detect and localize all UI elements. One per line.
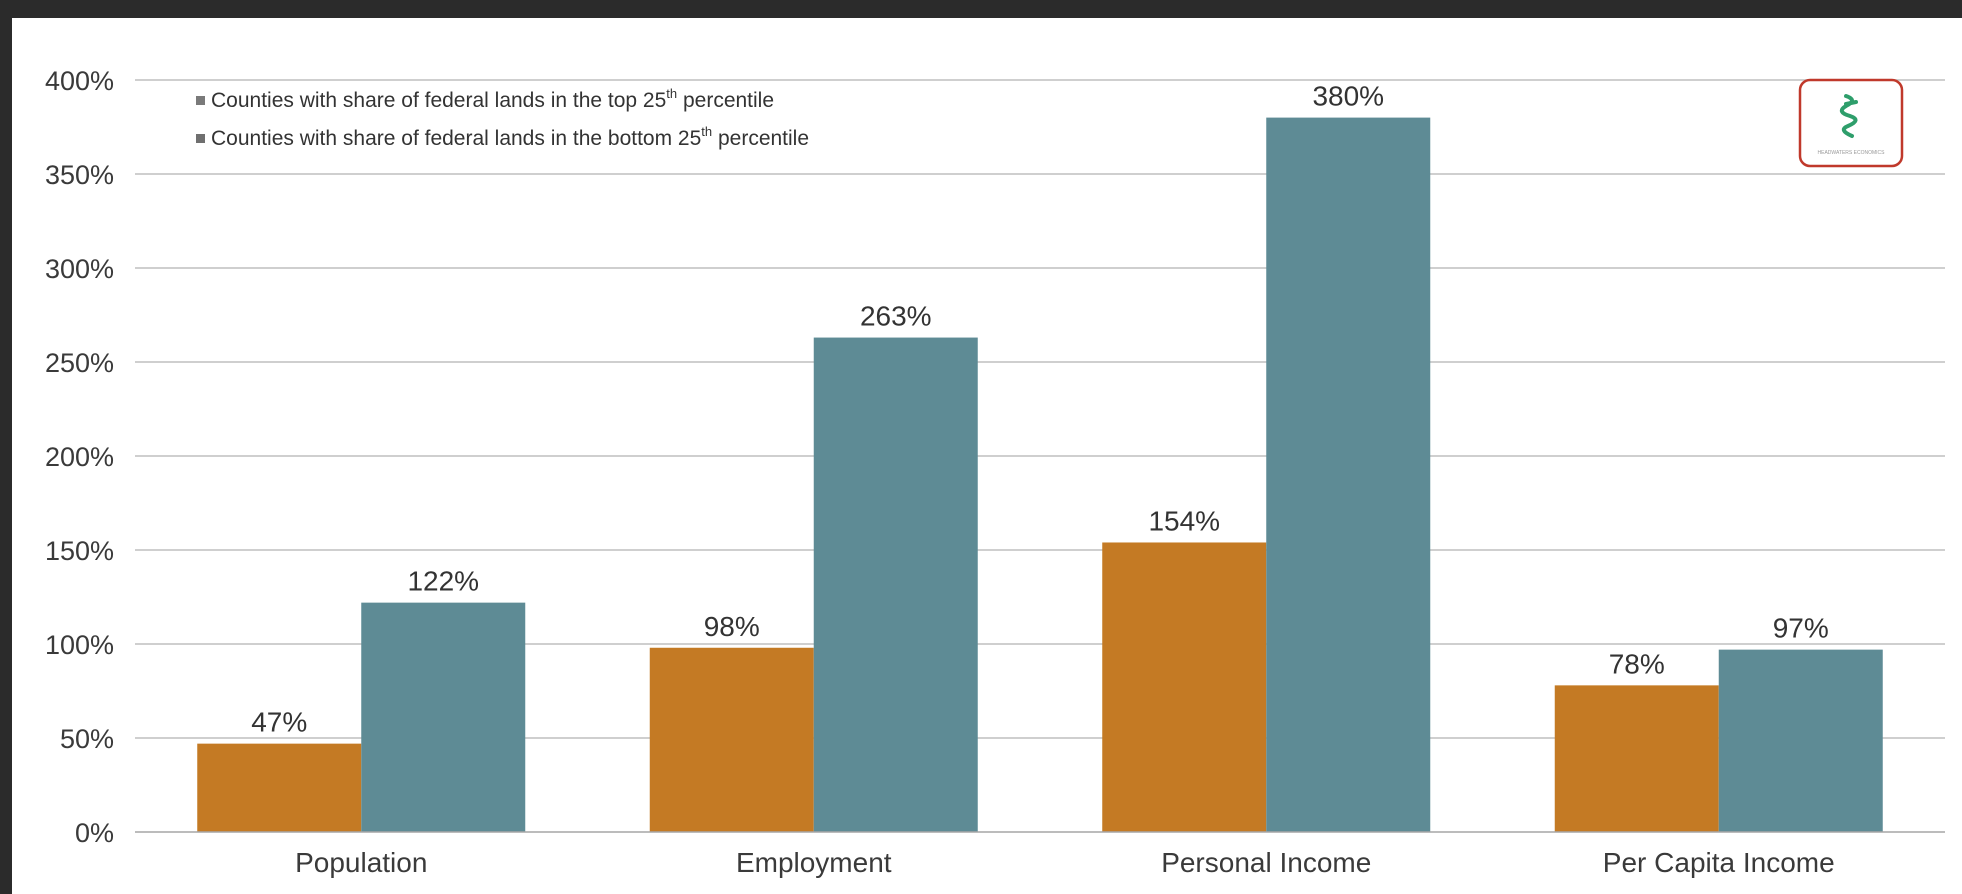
x-axis-categories: Population Employment Personal Income Per C… (295, 847, 1835, 878)
bar-top-25-personal-income (1102, 542, 1266, 832)
data-label: 154% (1148, 505, 1220, 536)
x-category-label: Population (295, 847, 427, 878)
x-category-label: Personal Income (1161, 847, 1371, 878)
logo-text: HEADWATERS ECONOMICS (1818, 150, 1886, 156)
y-tick-label: 350% (45, 160, 114, 190)
bar-top-25-employment (650, 648, 814, 832)
header-bar (0, 0, 1962, 18)
data-label: 263% (860, 301, 932, 332)
x-category-label: Employment (736, 847, 892, 878)
left-frame (0, 18, 12, 894)
y-axis-ticks: 0% 50% 100% 150% 200% 250% 300% 350% 400% (45, 66, 114, 848)
x-category-label: Per Capita Income (1603, 847, 1835, 878)
y-tick-label: 250% (45, 348, 114, 378)
bar-top-25-population (197, 744, 361, 832)
bar-bottom-25-population (361, 603, 525, 832)
legend-swatch-top-25 (196, 96, 205, 105)
data-label: 47% (251, 707, 307, 738)
legend-swatch-bottom-25 (196, 134, 205, 143)
legend-item-top-25: Counties with share of federal lands in … (196, 86, 774, 112)
bars (197, 118, 1883, 832)
data-label: 98% (704, 611, 760, 642)
data-label: 122% (407, 566, 479, 597)
data-label: 97% (1773, 613, 1829, 644)
legend-label-top-25: Counties with share of federal lands in … (211, 86, 774, 112)
legend-label-bottom-25: Counties with share of federal lands in … (211, 124, 809, 150)
y-tick-label: 200% (45, 442, 114, 472)
bar-bottom-25-employment (814, 338, 978, 832)
y-tick-label: 100% (45, 630, 114, 660)
y-tick-label: 400% (45, 66, 114, 96)
data-label: 78% (1609, 648, 1665, 679)
legend: Counties with share of federal lands in … (196, 86, 809, 150)
y-tick-label: 300% (45, 254, 114, 284)
legend-item-bottom-25: Counties with share of federal lands in … (196, 124, 809, 150)
bar-top-25-per-capita-income (1555, 685, 1719, 832)
bar-bottom-25-per-capita-income (1719, 650, 1883, 832)
y-tick-label: 0% (75, 818, 114, 848)
y-tick-label: 150% (45, 536, 114, 566)
headwaters-economics-logo: HEADWATERS ECONOMICS (1800, 80, 1902, 166)
bar-bottom-25-personal-income (1266, 118, 1430, 832)
y-tick-label: 50% (60, 724, 114, 754)
data-label: 380% (1312, 81, 1384, 112)
